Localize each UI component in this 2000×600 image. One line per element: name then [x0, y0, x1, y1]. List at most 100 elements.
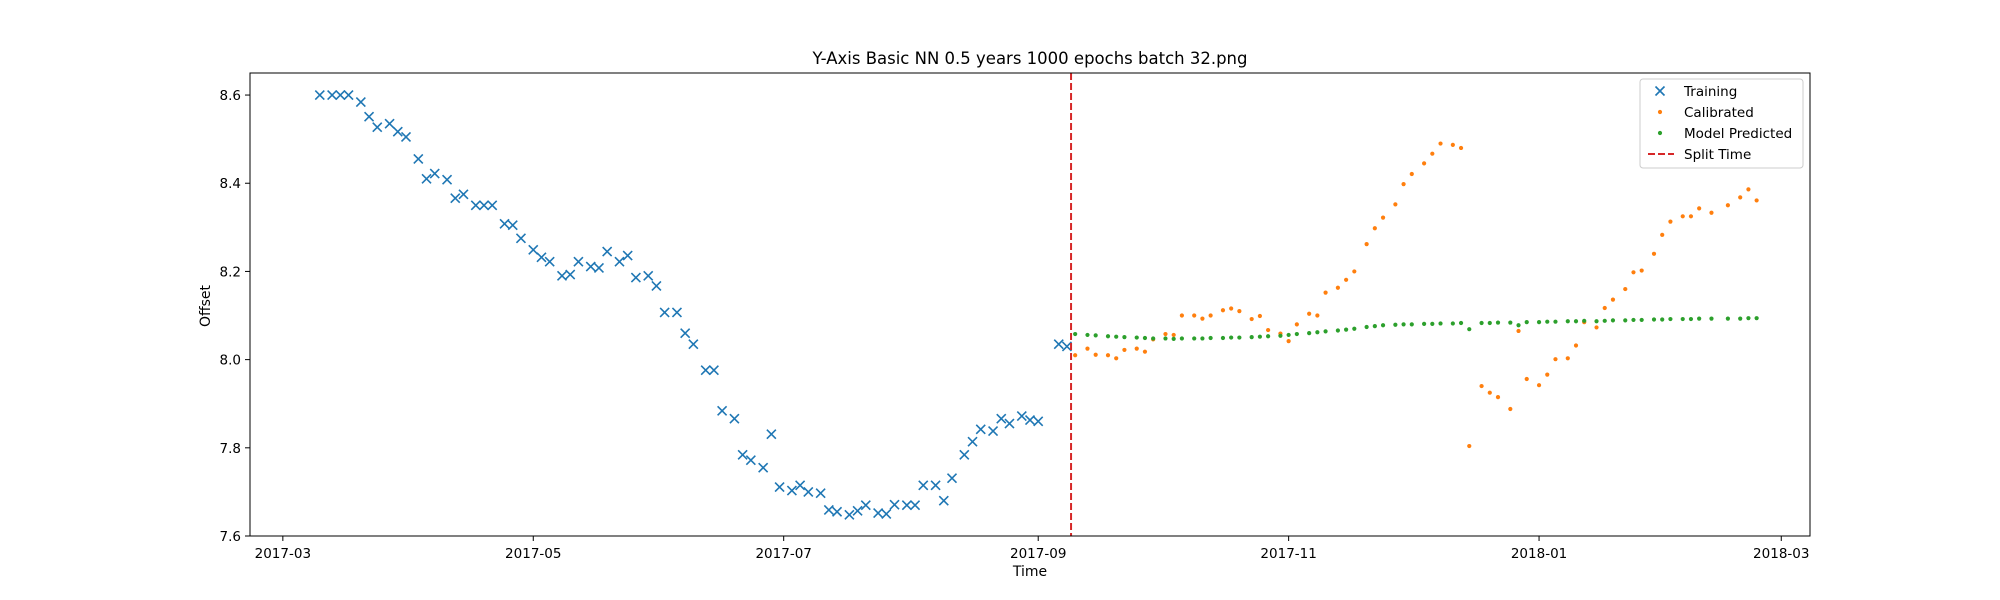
calibrated-point	[1565, 356, 1570, 361]
training-point	[335, 89, 346, 101]
training-point	[688, 339, 699, 350]
training-point	[938, 495, 949, 506]
x-tick-label: 2018-01	[1511, 546, 1567, 562]
training-point	[544, 256, 555, 267]
training-point	[314, 89, 325, 101]
predicted-point	[1393, 322, 1398, 327]
calibrated-point	[1085, 346, 1090, 351]
calibrated-point	[1294, 322, 1299, 327]
calibrated-point	[1249, 316, 1254, 322]
calibrated-point	[1352, 269, 1357, 274]
predicted-point	[1085, 332, 1090, 338]
plot-frame	[249, 72, 1811, 537]
predicted-point	[1516, 323, 1521, 328]
predicted-point	[1364, 324, 1369, 330]
legend-marker	[1657, 130, 1663, 136]
predicted-point	[1754, 316, 1759, 321]
chart-title: Y-Axis Basic NN 0.5 years 1000 epochs ba…	[812, 49, 1248, 68]
training-point	[630, 272, 641, 283]
calibrated-point	[1142, 349, 1148, 354]
series-training	[314, 89, 1073, 520]
calibrated-point	[1307, 311, 1312, 316]
calibrated-point	[1409, 171, 1414, 177]
calibrated-point	[1237, 309, 1242, 314]
legend-label: Calibrated	[1684, 105, 1754, 121]
calibrated-point	[1536, 383, 1542, 388]
training-point	[355, 97, 366, 108]
training-point	[758, 462, 769, 473]
calibrated-point	[1746, 187, 1751, 192]
predicted-point	[1294, 331, 1299, 337]
predicted-point	[1237, 335, 1242, 340]
calibrated-point	[1372, 226, 1377, 231]
calibrated-point	[1639, 268, 1644, 273]
predicted-point	[1220, 335, 1226, 341]
training-point	[515, 233, 527, 244]
predicted-point	[1208, 335, 1213, 341]
training-point	[536, 252, 547, 263]
y-tick-label: 7.8	[220, 441, 241, 457]
x-tick-label: 2017-05	[505, 546, 561, 562]
predicted-point	[1545, 319, 1550, 324]
training-point	[918, 480, 929, 491]
predicted-point	[1479, 320, 1484, 326]
training-point	[823, 504, 834, 516]
legend-box	[1639, 78, 1804, 169]
predicted-point	[1438, 321, 1443, 326]
calibrated-point	[1651, 251, 1657, 256]
training-point	[643, 270, 654, 281]
predicted-point	[1422, 321, 1427, 327]
predicted-point	[1229, 335, 1234, 340]
legend-label: Training	[1683, 84, 1737, 100]
predicted-point	[1323, 329, 1328, 334]
training-point	[499, 218, 510, 229]
predicted-point	[1335, 328, 1340, 333]
training-point	[766, 429, 777, 440]
predicted-point	[1680, 316, 1685, 322]
calibrated-point	[1393, 202, 1398, 207]
calibrated-point	[1697, 206, 1702, 211]
calibrated-point	[1163, 331, 1168, 337]
calibrated-point	[1200, 316, 1205, 321]
calibrated-point	[1134, 346, 1139, 351]
calibrated-point	[1114, 356, 1119, 361]
y-tick-label: 8.4	[220, 176, 241, 192]
training-point	[363, 111, 375, 122]
calibrated-point	[1257, 313, 1262, 319]
predicted-point	[1631, 317, 1636, 323]
training-point	[873, 508, 884, 519]
calibrated-point	[1660, 232, 1665, 237]
legend-label: Split Time	[1684, 147, 1751, 163]
legend: Training Calibrated Model Predicted Split T…	[1639, 78, 1804, 169]
predicted-point	[1610, 318, 1616, 323]
training-point	[400, 131, 412, 143]
predicted-point	[1352, 326, 1357, 331]
training-point	[881, 508, 892, 520]
training-point	[622, 250, 633, 261]
predicted-point	[1315, 330, 1320, 335]
calibrated-point	[1594, 325, 1599, 330]
calibrated-point	[1573, 343, 1579, 348]
predicted-point	[1668, 316, 1673, 322]
calibrated-point	[1487, 390, 1492, 395]
training-point	[959, 449, 970, 460]
training-point	[470, 200, 481, 211]
predicted-point	[1746, 316, 1751, 321]
calibrated-point	[1524, 376, 1529, 382]
calibrated-point	[1073, 353, 1078, 358]
predicted-point	[1344, 327, 1349, 332]
predicted-point	[1286, 332, 1291, 338]
training-point	[860, 500, 871, 511]
y-tick-label: 8.0	[220, 353, 241, 369]
training-point	[909, 500, 921, 511]
predicted-point	[1163, 336, 1168, 341]
training-point	[1033, 416, 1044, 427]
predicted-point	[1278, 333, 1283, 338]
predicted-point	[1380, 323, 1386, 328]
predicted-point	[1179, 336, 1184, 341]
calibrated-point	[1380, 215, 1386, 220]
predicted-point	[1594, 319, 1599, 324]
calibrated-point	[1208, 313, 1213, 318]
training-point	[831, 506, 843, 517]
training-point	[737, 449, 748, 460]
